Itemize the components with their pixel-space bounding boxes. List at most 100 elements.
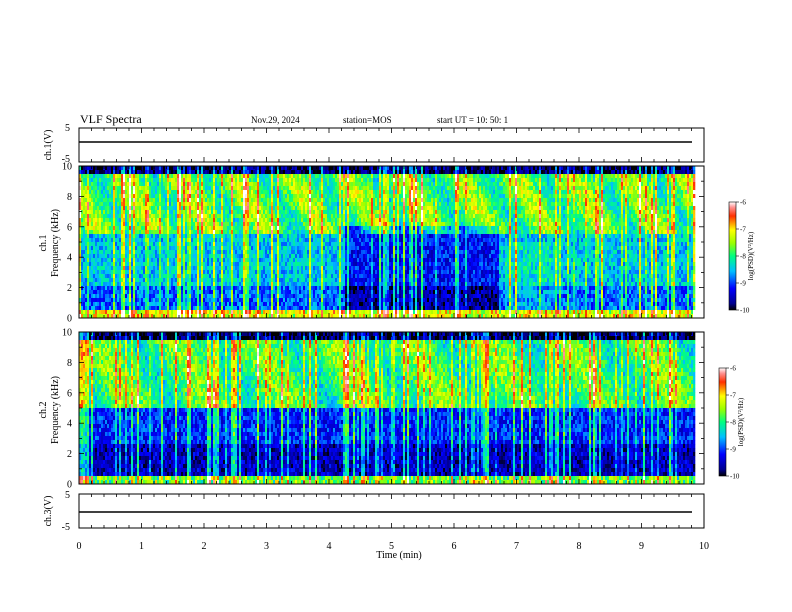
spec1-cell xyxy=(333,310,336,315)
spec1-cell xyxy=(81,274,84,279)
spec1-cell xyxy=(83,226,86,231)
spec1-cell xyxy=(209,310,212,315)
spec1-cell xyxy=(327,234,330,239)
spec1-cell xyxy=(235,190,238,195)
spec1-cell xyxy=(293,178,296,183)
spec1-cell xyxy=(157,278,160,283)
spec1-cell xyxy=(291,246,294,251)
spec1-cell xyxy=(333,202,336,207)
spec1-cell xyxy=(329,170,332,175)
spec1-cell xyxy=(199,278,202,283)
spec1-cell xyxy=(243,262,246,267)
spec1-cell xyxy=(335,174,338,179)
spec1-cell xyxy=(217,226,220,231)
spec1-cell xyxy=(293,270,296,275)
spec1-cell xyxy=(175,214,178,219)
spec1-cell xyxy=(287,274,290,279)
spec1-cell xyxy=(207,186,210,191)
spec1-cell xyxy=(221,218,224,223)
spec1-cell xyxy=(185,242,188,247)
spec1-cell xyxy=(159,306,162,311)
spec1-cell xyxy=(301,250,304,255)
spec1-cell xyxy=(137,306,140,311)
spec1-cell xyxy=(83,182,86,187)
spec1-cell xyxy=(259,226,262,231)
spec1-cell xyxy=(169,218,172,223)
spec1-cell xyxy=(119,274,122,279)
spec1-cell xyxy=(91,166,94,171)
spec1-cell xyxy=(171,230,174,235)
spec1-cell xyxy=(235,266,238,271)
spec1-cell xyxy=(285,206,288,211)
spec1-cell xyxy=(315,298,318,303)
spec1-cell xyxy=(139,194,142,199)
spec1-cell xyxy=(287,210,290,215)
spec1-cell xyxy=(121,170,124,175)
spec1-cell xyxy=(111,254,114,259)
spec1-cell xyxy=(191,214,194,219)
spec1-cell xyxy=(313,166,316,171)
spec1-cell xyxy=(169,222,172,227)
spec1-cell xyxy=(93,298,96,303)
spec1-cell xyxy=(79,206,82,211)
spec1-cell xyxy=(251,258,254,263)
spec1-cell xyxy=(163,278,166,283)
spec1-cell xyxy=(209,210,212,215)
spec1-cell xyxy=(229,306,232,311)
spec1-cell xyxy=(287,230,290,235)
spec1-cell xyxy=(213,186,216,191)
spec1-cell xyxy=(245,174,248,179)
spec1-cell xyxy=(201,206,204,211)
spec1-cell xyxy=(191,310,194,315)
spec1-cell xyxy=(327,250,330,255)
spec1-cell xyxy=(79,186,82,191)
spec1-cell xyxy=(295,214,298,219)
spec1-cell xyxy=(289,310,292,315)
spec1-cell xyxy=(161,286,164,291)
spec1-cell xyxy=(97,286,100,291)
spec1-cell xyxy=(117,250,120,255)
spec1-cell xyxy=(95,286,98,291)
spec1-cell xyxy=(213,234,216,239)
spec1-cell xyxy=(147,182,150,187)
spec1-cell xyxy=(83,294,86,299)
spec1-cell xyxy=(217,314,220,319)
spec1-cell xyxy=(105,194,108,199)
spec1-cell xyxy=(193,178,196,183)
spec1-cell xyxy=(189,178,192,183)
spec1-cell xyxy=(313,310,316,315)
spec1-cell xyxy=(321,262,324,267)
spec1-cell xyxy=(127,226,130,231)
spec1-cell xyxy=(135,262,138,267)
spec1-cell xyxy=(209,206,212,211)
spec1-cell xyxy=(219,306,222,311)
spec1-cell xyxy=(157,298,160,303)
spec1-cell xyxy=(89,230,92,235)
spec1-cell xyxy=(215,182,218,187)
spec1-cell xyxy=(283,278,286,283)
spec1-cell xyxy=(81,298,84,303)
spec1-cell xyxy=(147,194,150,199)
spec1-cell xyxy=(235,258,238,263)
spec1-cell xyxy=(257,266,260,271)
spec1-cell xyxy=(173,226,176,231)
spec1-cell xyxy=(181,270,184,275)
spec1-cell xyxy=(175,266,178,271)
spec1-cell xyxy=(101,170,104,175)
spec1-cell xyxy=(305,206,308,211)
spec1-cell xyxy=(137,202,140,207)
spec1-cell xyxy=(177,218,180,223)
spec1-cell xyxy=(275,170,278,175)
spec1-cell xyxy=(117,210,120,215)
spec1-cell xyxy=(89,242,92,247)
spec1-cell xyxy=(261,166,264,171)
spec1-cell xyxy=(157,246,160,251)
spec1-cell xyxy=(295,202,298,207)
spec1-cell xyxy=(277,274,280,279)
spec1-cell xyxy=(239,238,242,243)
spec1-cell xyxy=(161,250,164,255)
spec1-cell xyxy=(189,266,192,271)
spec1-cell xyxy=(303,302,306,307)
spec1-cell xyxy=(111,246,114,251)
spec1-cell xyxy=(131,218,134,223)
